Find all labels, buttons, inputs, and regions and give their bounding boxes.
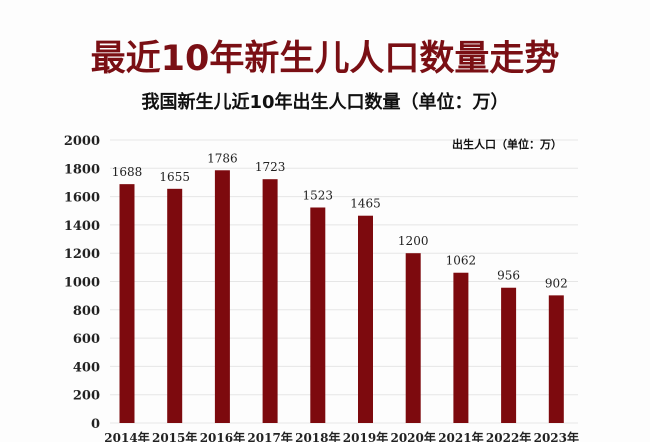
- x-tick-label: 2023年: [534, 430, 579, 442]
- data-label: 956: [497, 269, 520, 283]
- y-tick-label: 800: [73, 304, 100, 319]
- y-tick-label: 1600: [64, 191, 100, 206]
- x-tick-label: 2015年: [152, 430, 197, 442]
- bar: [167, 188, 183, 423]
- y-tick-label: 400: [73, 360, 100, 375]
- y-tick-label: 1200: [64, 247, 100, 262]
- data-label: 1688: [112, 165, 143, 179]
- y-tick-label: 1400: [64, 219, 100, 234]
- x-tick-label: 2014年: [104, 430, 149, 442]
- y-tick-label: 0: [91, 417, 100, 432]
- data-label: 1465: [350, 197, 381, 211]
- data-label: 902: [545, 276, 568, 290]
- bar: [548, 295, 564, 423]
- y-tick-label: 600: [73, 332, 100, 347]
- y-tick-label: 1000: [64, 276, 100, 291]
- data-label: 1200: [398, 234, 429, 248]
- bar: [501, 287, 517, 423]
- x-tick-label: 2017年: [247, 430, 292, 442]
- data-label: 1723: [255, 160, 286, 174]
- bar: [214, 170, 230, 423]
- x-tick-label: 2016年: [200, 430, 245, 442]
- bar: [262, 179, 278, 423]
- data-label: 1786: [207, 151, 238, 165]
- bar: [310, 207, 326, 423]
- bar: [119, 184, 135, 423]
- data-label: 1062: [446, 254, 477, 268]
- x-tick-label: 2018年: [295, 430, 340, 442]
- x-tick-label: 2019年: [343, 430, 388, 442]
- x-tick-label: 2022年: [486, 430, 531, 442]
- x-tick-label: 2020年: [390, 430, 435, 442]
- chart-subtitle: 我国新生儿近10年出生人口数量（单位：万）: [141, 92, 509, 113]
- data-label: 1523: [303, 188, 334, 202]
- bar: [358, 215, 373, 423]
- legend-label: 出生人口（单位：万）: [452, 137, 562, 151]
- y-tick-label: 2000: [64, 134, 100, 149]
- data-label: 1655: [159, 170, 190, 184]
- chart-title: 最近10年新生儿人口数量走势: [90, 39, 560, 79]
- bar: [453, 272, 469, 423]
- y-tick-label: 1800: [64, 162, 100, 177]
- x-tick-label: 2021年: [438, 430, 483, 442]
- bar: [405, 253, 421, 423]
- y-tick-label: 200: [73, 389, 100, 404]
